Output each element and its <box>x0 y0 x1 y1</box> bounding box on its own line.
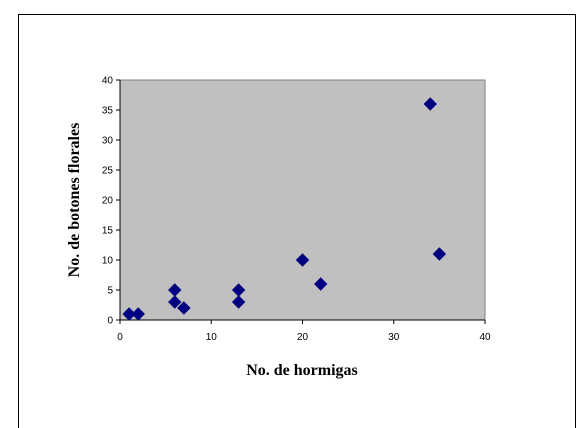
y-axis-title: No. de botones florales <box>66 123 83 278</box>
y-tick-label: 10 <box>102 256 114 267</box>
y-tick-label: 25 <box>102 166 114 177</box>
y-tick-label: 15 <box>102 226 114 237</box>
data-point <box>177 301 191 315</box>
data-point <box>295 253 310 267</box>
y-tick-label: 0 <box>107 316 113 327</box>
y-axis-ticks: 0 5 10 15 20 25 30 35 40 <box>102 76 120 327</box>
plot-area <box>119 79 486 321</box>
x-tick-label: 30 <box>388 332 400 343</box>
data-point <box>423 97 437 111</box>
y-tick-label: 35 <box>102 106 114 117</box>
y-tick-label: 40 <box>102 76 114 87</box>
data-points <box>122 97 447 321</box>
x-axis-ticks: 0 10 20 30 40 <box>117 320 491 343</box>
x-tick-label: 40 <box>479 332 491 343</box>
data-point <box>168 295 182 309</box>
y-tick-label: 20 <box>102 196 114 207</box>
data-point <box>122 307 136 321</box>
data-point <box>131 307 145 321</box>
y-tick-label: 5 <box>107 286 113 297</box>
data-point <box>231 295 246 309</box>
y-tick-label: 30 <box>102 136 114 147</box>
data-point <box>432 247 447 261</box>
x-tick-label: 10 <box>206 332 218 343</box>
x-tick-label: 0 <box>117 332 123 343</box>
x-tick-label: 20 <box>297 332 309 343</box>
data-point <box>314 277 328 291</box>
x-axis-title: No. de hormigas <box>246 362 358 379</box>
